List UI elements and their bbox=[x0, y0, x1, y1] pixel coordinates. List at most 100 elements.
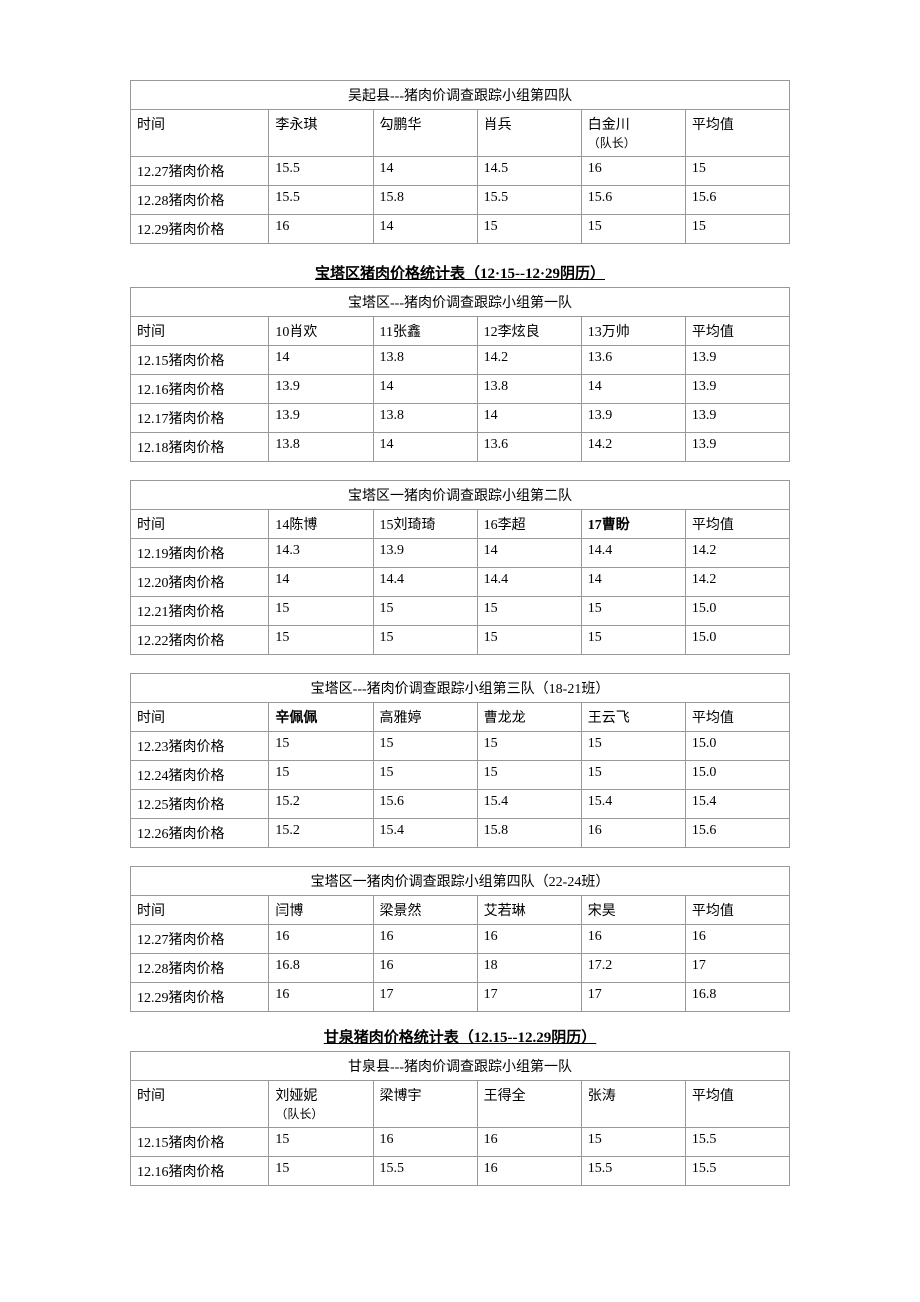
table-cell: 17 bbox=[685, 954, 789, 983]
table-cell: 14.4 bbox=[581, 539, 685, 568]
column-header: 时间 bbox=[131, 317, 269, 346]
table-cell: 14.3 bbox=[269, 539, 373, 568]
column-header: 李永琪 bbox=[269, 110, 373, 157]
table-cell: 13.6 bbox=[477, 433, 581, 462]
table-cell: 12.22猪肉价格 bbox=[131, 626, 269, 655]
table-cell: 14 bbox=[373, 157, 477, 186]
table-cell: 16.8 bbox=[269, 954, 373, 983]
table-cell: 15.4 bbox=[477, 790, 581, 819]
table-cell: 15 bbox=[477, 761, 581, 790]
table-cell: 15 bbox=[373, 626, 477, 655]
table-cell: 16 bbox=[269, 925, 373, 954]
table-row: 12.25猪肉价格15.215.615.415.415.4 bbox=[131, 790, 790, 819]
table-cell: 12.16猪肉价格 bbox=[131, 375, 269, 404]
table-row: 12.21猪肉价格1515151515.0 bbox=[131, 597, 790, 626]
column-header: 15刘琦琦 bbox=[373, 510, 477, 539]
column-header: 刘娅妮（队长） bbox=[269, 1081, 373, 1128]
table-cell: 13.9 bbox=[373, 539, 477, 568]
table-cell: 15.8 bbox=[373, 186, 477, 215]
table-cell: 15.5 bbox=[685, 1128, 789, 1157]
table-cell: 15.0 bbox=[685, 597, 789, 626]
table-cell: 15 bbox=[581, 626, 685, 655]
table-caption: 宝塔区一猪肉价调查跟踪小组第二队 bbox=[131, 481, 790, 510]
table-cell: 14 bbox=[269, 568, 373, 597]
table-cell: 12.29猪肉价格 bbox=[131, 215, 269, 244]
table-row: 12.19猪肉价格14.313.91414.414.2 bbox=[131, 539, 790, 568]
table-cell: 16.8 bbox=[685, 983, 789, 1012]
table-cell: 13.9 bbox=[685, 404, 789, 433]
table-cell: 12.24猪肉价格 bbox=[131, 761, 269, 790]
table-cell: 15 bbox=[685, 157, 789, 186]
column-header: 16李超 bbox=[477, 510, 581, 539]
table-cell: 16 bbox=[373, 954, 477, 983]
table-cell: 13.9 bbox=[581, 404, 685, 433]
column-header: 时间 bbox=[131, 110, 269, 157]
column-header: 艾若琳 bbox=[477, 896, 581, 925]
table-cell: 14 bbox=[269, 346, 373, 375]
table-caption: 吴起县---猪肉价调查跟踪小组第四队 bbox=[131, 81, 790, 110]
table-cell: 15 bbox=[581, 597, 685, 626]
table-cell: 14.4 bbox=[477, 568, 581, 597]
table-cell: 15 bbox=[581, 215, 685, 244]
table-cell: 16 bbox=[477, 925, 581, 954]
column-header: 平均值 bbox=[685, 703, 789, 732]
table-cell: 16 bbox=[581, 925, 685, 954]
column-header: 时间 bbox=[131, 510, 269, 539]
table-cell: 12.25猪肉价格 bbox=[131, 790, 269, 819]
table-cell: 15.4 bbox=[373, 819, 477, 848]
table-caption: 宝塔区一猪肉价调查跟踪小组第四队（22-24班） bbox=[131, 867, 790, 896]
table-cell: 12.19猪肉价格 bbox=[131, 539, 269, 568]
table-cell: 15.6 bbox=[373, 790, 477, 819]
table-cell: 15 bbox=[269, 1157, 373, 1186]
column-header: 时间 bbox=[131, 896, 269, 925]
table-row: 12.17猪肉价格13.913.81413.913.9 bbox=[131, 404, 790, 433]
table-row: 12.16猪肉价格1515.51615.515.5 bbox=[131, 1157, 790, 1186]
table-cell: 15.0 bbox=[685, 732, 789, 761]
table-cell: 12.28猪肉价格 bbox=[131, 186, 269, 215]
table-cell: 15.5 bbox=[581, 1157, 685, 1186]
table-cell: 14.2 bbox=[581, 433, 685, 462]
table-cell: 15.5 bbox=[269, 157, 373, 186]
section-title: 宝塔区猪肉价格统计表（12·15--12·29阴历） bbox=[130, 262, 790, 283]
table-cell: 15 bbox=[685, 215, 789, 244]
column-header: 宋昊 bbox=[581, 896, 685, 925]
table-cell: 15 bbox=[269, 597, 373, 626]
table-cell: 12.26猪肉价格 bbox=[131, 819, 269, 848]
table-cell: 13.9 bbox=[685, 375, 789, 404]
table-caption: 甘泉县---猪肉价调查跟踪小组第一队 bbox=[131, 1052, 790, 1081]
table-cell: 15 bbox=[477, 626, 581, 655]
table-cell: 12.16猪肉价格 bbox=[131, 1157, 269, 1186]
column-header: 梁景然 bbox=[373, 896, 477, 925]
column-header: 平均值 bbox=[685, 896, 789, 925]
section-title: 甘泉猪肉价格统计表（12.15--12.29阴历） bbox=[130, 1026, 790, 1047]
table-cell: 12.15猪肉价格 bbox=[131, 346, 269, 375]
table-cell: 14 bbox=[581, 568, 685, 597]
table-cell: 12.23猪肉价格 bbox=[131, 732, 269, 761]
column-header: 张涛 bbox=[581, 1081, 685, 1128]
table-row: 12.28猪肉价格15.515.815.515.615.6 bbox=[131, 186, 790, 215]
table-cell: 13.9 bbox=[685, 433, 789, 462]
table-cell: 12.29猪肉价格 bbox=[131, 983, 269, 1012]
table-row: 12.29猪肉价格1617171716.8 bbox=[131, 983, 790, 1012]
column-header: 10肖欢 bbox=[269, 317, 373, 346]
table-cell: 15 bbox=[477, 215, 581, 244]
table-caption: 宝塔区---猪肉价调查跟踪小组第一队 bbox=[131, 288, 790, 317]
table-cell: 15 bbox=[373, 761, 477, 790]
column-header: 12李炫良 bbox=[477, 317, 581, 346]
column-header: 14陈博 bbox=[269, 510, 373, 539]
table-cell: 18 bbox=[477, 954, 581, 983]
table-cell: 12.21猪肉价格 bbox=[131, 597, 269, 626]
table-cell: 15.2 bbox=[269, 819, 373, 848]
table-row: 12.15猪肉价格1413.814.213.613.9 bbox=[131, 346, 790, 375]
table-cell: 13.9 bbox=[269, 375, 373, 404]
table-cell: 13.8 bbox=[373, 404, 477, 433]
table-cell: 15 bbox=[581, 1128, 685, 1157]
table-cell: 14.5 bbox=[477, 157, 581, 186]
table-cell: 15 bbox=[269, 626, 373, 655]
table-cell: 16 bbox=[373, 925, 477, 954]
table-cell: 15 bbox=[373, 732, 477, 761]
table-cell: 16 bbox=[373, 1128, 477, 1157]
column-header: 17曹盼 bbox=[581, 510, 685, 539]
table-cell: 14 bbox=[373, 215, 477, 244]
table-cell: 15.8 bbox=[477, 819, 581, 848]
